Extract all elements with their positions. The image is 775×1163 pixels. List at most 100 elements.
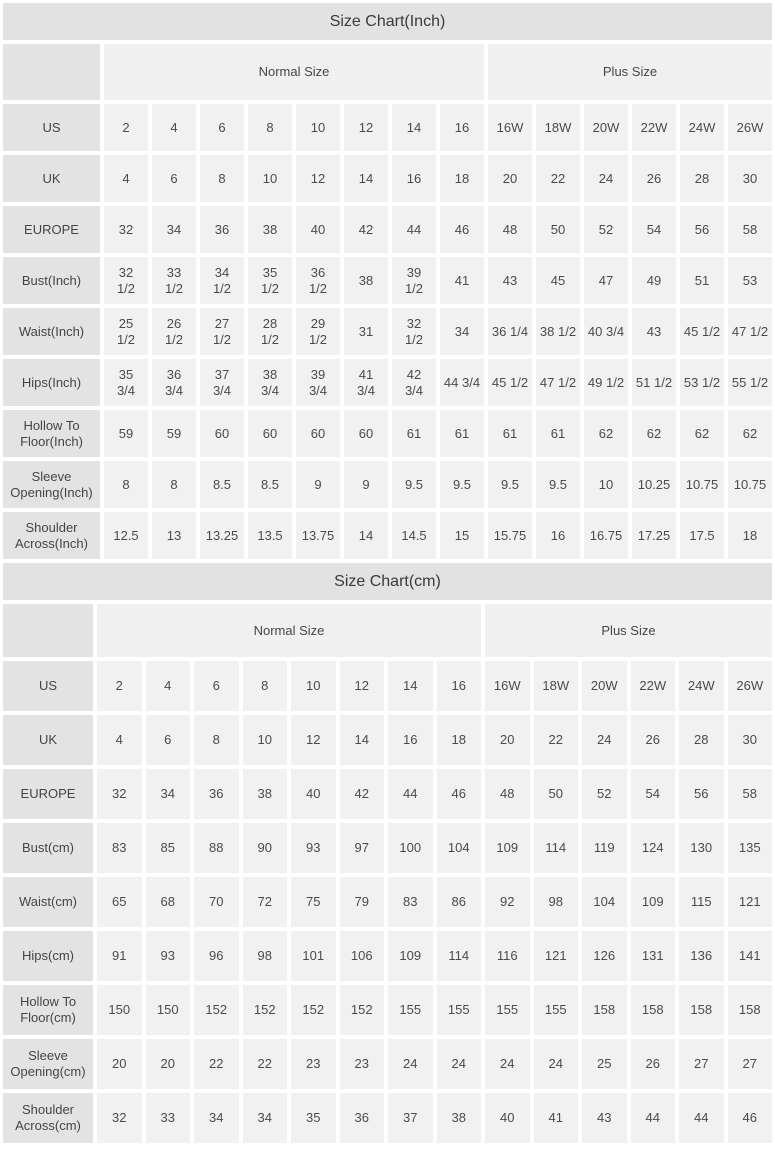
size-value-cell: 4 — [104, 155, 148, 202]
size-value-cell: 40 — [291, 769, 336, 819]
size-value-cell: 12.5 — [104, 512, 148, 559]
size-value-cell: 136 — [679, 931, 724, 981]
size-value-cell: 42 — [344, 206, 388, 253]
size-value-cell: 22 — [533, 715, 578, 765]
row-label: Shoulder Across(cm) — [3, 1093, 93, 1143]
size-value-cell: 155 — [485, 985, 530, 1035]
size-value-cell: 37 — [388, 1093, 433, 1143]
size-value-cell: 55 1/2 — [728, 359, 772, 406]
size-value-cell: 43 — [488, 257, 532, 304]
size-value-cell: 32 — [97, 1093, 142, 1143]
size-value-cell: 30 — [728, 155, 772, 202]
size-value-cell: 16 — [392, 155, 436, 202]
size-value-cell: 70 — [194, 877, 239, 927]
size-value-cell: 44 — [392, 206, 436, 253]
size-value-cell: 38 — [242, 769, 287, 819]
size-value-cell: 10 — [296, 104, 340, 151]
size-value-cell: 45 — [536, 257, 580, 304]
size-value-cell: 12 — [296, 155, 340, 202]
size-value-cell: 28 — [679, 715, 724, 765]
inch-chart-title: Size Chart(Inch) — [3, 3, 772, 40]
size-value-cell: 29 1/2 — [296, 308, 340, 355]
size-value-cell: 47 1/2 — [536, 359, 580, 406]
size-value-cell: 98 — [242, 931, 287, 981]
size-value-cell: 20 — [145, 1039, 190, 1089]
size-value-cell: 51 1/2 — [632, 359, 676, 406]
size-value-cell: 101 — [291, 931, 336, 981]
size-value-cell: 6 — [152, 155, 196, 202]
size-value-cell: 23 — [291, 1039, 336, 1089]
size-value-cell: 8 — [248, 104, 292, 151]
size-value-cell: 152 — [194, 985, 239, 1035]
size-value-cell: 18W — [536, 104, 580, 151]
size-value-cell: 2 — [97, 661, 142, 711]
size-value-cell: 47 — [584, 257, 628, 304]
size-value-cell: 24 — [485, 1039, 530, 1089]
size-value-cell: 53 1/2 — [680, 359, 724, 406]
size-value-cell: 14 — [344, 155, 388, 202]
size-value-cell: 42 3/4 — [392, 359, 436, 406]
row-label: EUROPE — [3, 769, 93, 819]
size-value-cell: 12 — [291, 715, 336, 765]
size-value-cell: 18 — [436, 715, 481, 765]
size-value-cell: 62 — [632, 410, 676, 457]
size-value-cell: 8 — [194, 715, 239, 765]
size-value-cell: 44 — [630, 1093, 675, 1143]
size-value-cell: 36 — [339, 1093, 384, 1143]
row-label: EUROPE — [3, 206, 100, 253]
size-value-cell: 12 — [339, 661, 384, 711]
size-value-cell: 43 — [632, 308, 676, 355]
inch-normal-size-header: Normal Size — [104, 44, 484, 100]
size-value-cell: 24W — [679, 661, 724, 711]
size-value-cell: 36 — [194, 769, 239, 819]
size-value-cell: 38 — [344, 257, 388, 304]
size-value-cell: 44 — [388, 769, 433, 819]
size-value-cell: 38 3/4 — [248, 359, 292, 406]
size-value-cell: 61 — [536, 410, 580, 457]
row-label: UK — [3, 715, 93, 765]
size-value-cell: 13.5 — [248, 512, 292, 559]
size-value-cell: 58 — [727, 769, 772, 819]
size-value-cell: 38 1/2 — [536, 308, 580, 355]
row-label: Hips(Inch) — [3, 359, 100, 406]
row-label: Waist(Inch) — [3, 308, 100, 355]
size-value-cell: 34 — [152, 206, 196, 253]
size-value-cell: 4 — [152, 104, 196, 151]
size-value-cell: 41 — [533, 1093, 578, 1143]
size-value-cell: 14 — [388, 661, 433, 711]
size-value-cell: 38 — [436, 1093, 481, 1143]
size-value-cell: 27 — [727, 1039, 772, 1089]
size-value-cell: 25 1/2 — [104, 308, 148, 355]
size-value-cell: 83 — [97, 823, 142, 873]
size-value-cell: 23 — [339, 1039, 384, 1089]
size-value-cell: 18 — [440, 155, 484, 202]
size-value-cell: 97 — [339, 823, 384, 873]
size-value-cell: 24 — [436, 1039, 481, 1089]
size-value-cell: 6 — [200, 104, 244, 151]
size-value-cell: 54 — [632, 206, 676, 253]
size-value-cell: 49 1/2 — [584, 359, 628, 406]
size-value-cell: 15 — [440, 512, 484, 559]
size-value-cell: 114 — [533, 823, 578, 873]
size-value-cell: 13 — [152, 512, 196, 559]
size-value-cell: 14 — [339, 715, 384, 765]
size-value-cell: 20W — [582, 661, 627, 711]
size-value-cell: 35 1/2 — [248, 257, 292, 304]
size-value-cell: 158 — [727, 985, 772, 1035]
size-value-cell: 49 — [632, 257, 676, 304]
row-label: Bust(cm) — [3, 823, 93, 873]
size-value-cell: 43 — [582, 1093, 627, 1143]
size-value-cell: 9.5 — [488, 461, 532, 508]
cm-size-table: Normal Size Plus Size US 2 4 6 8 10 12 14 16 16W 1… — [3, 604, 772, 1143]
size-value-cell: 14 — [392, 104, 436, 151]
size-value-cell: 56 — [679, 769, 724, 819]
size-value-cell: 104 — [436, 823, 481, 873]
size-value-cell: 152 — [242, 985, 287, 1035]
size-value-cell: 24 — [584, 155, 628, 202]
size-value-cell: 121 — [727, 877, 772, 927]
size-value-cell: 26 — [632, 155, 676, 202]
size-value-cell: 12 — [344, 104, 388, 151]
inch-plus-size-header: Plus Size — [488, 44, 772, 100]
size-value-cell: 48 — [488, 206, 532, 253]
size-value-cell: 35 3/4 — [104, 359, 148, 406]
